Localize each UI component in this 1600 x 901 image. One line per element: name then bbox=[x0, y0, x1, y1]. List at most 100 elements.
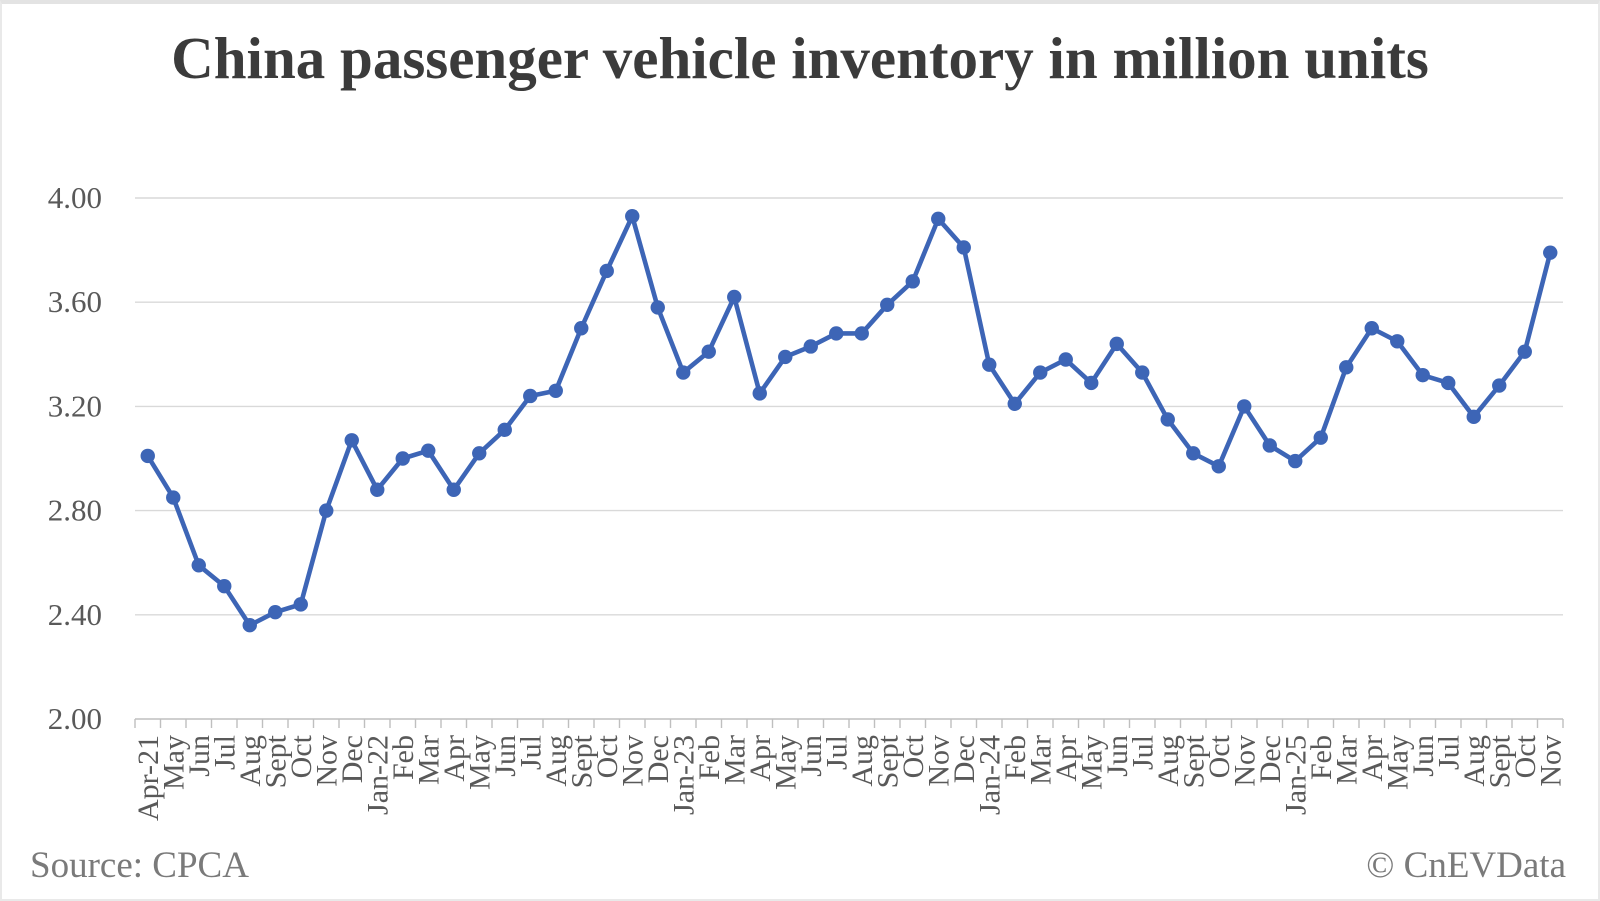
x-tick-label: Jul bbox=[1432, 735, 1465, 770]
y-tick-label: 2.00 bbox=[48, 701, 102, 736]
x-tick-label: Aug bbox=[540, 735, 573, 787]
x-tick-label: Apr bbox=[744, 735, 777, 782]
data-point bbox=[1364, 321, 1379, 336]
x-tick-label: Feb bbox=[1305, 735, 1338, 780]
x-tick-label: Dec bbox=[948, 735, 981, 783]
data-point bbox=[778, 349, 793, 365]
data-point bbox=[676, 365, 691, 380]
data-point bbox=[268, 604, 283, 620]
data-point bbox=[956, 240, 971, 255]
x-tick-label: Mar bbox=[1330, 735, 1363, 785]
data-point bbox=[1058, 352, 1073, 367]
x-tick-label: May bbox=[463, 735, 496, 790]
x-tick-label: Feb bbox=[999, 735, 1032, 780]
data-point bbox=[1033, 365, 1048, 380]
x-tick-label: Jan-24 bbox=[973, 735, 1006, 815]
data-point bbox=[421, 443, 436, 458]
x-tick-label: Sept bbox=[565, 734, 598, 788]
data-point bbox=[548, 383, 563, 398]
x-tick-label: Mar bbox=[1024, 735, 1057, 785]
data-point bbox=[1160, 412, 1175, 427]
y-tick-label: 3.60 bbox=[48, 284, 102, 319]
x-tick-label: May bbox=[1381, 735, 1414, 790]
data-point bbox=[650, 300, 665, 315]
x-tick-label: Aug bbox=[234, 735, 267, 787]
source-label: Source: CPCA bbox=[30, 845, 249, 886]
data-point bbox=[472, 446, 487, 461]
x-tick-label: Jun bbox=[795, 735, 828, 777]
x-tick-label: May bbox=[157, 735, 190, 790]
data-point bbox=[1262, 438, 1277, 453]
x-tick-label: May bbox=[1075, 735, 1108, 790]
data-point bbox=[1492, 378, 1507, 393]
data-point bbox=[217, 578, 232, 594]
x-tick-label: Mar bbox=[718, 735, 751, 785]
data-point bbox=[701, 344, 716, 359]
x-tick-label: Feb bbox=[693, 735, 726, 780]
data-point bbox=[803, 339, 818, 354]
data-point bbox=[344, 433, 359, 448]
x-tick-label: Jan-25 bbox=[1279, 735, 1312, 815]
data-point bbox=[931, 211, 946, 227]
data-point bbox=[1313, 430, 1328, 445]
x-tick-label: Dec bbox=[642, 735, 675, 783]
x-tick-label: Jul bbox=[514, 735, 547, 770]
x-tick-label: May bbox=[769, 735, 802, 790]
data-point bbox=[574, 321, 589, 336]
x-tick-label: Oct bbox=[1203, 734, 1236, 778]
x-tick-label: Jul bbox=[820, 735, 853, 770]
x-tick-label: Nov bbox=[310, 735, 343, 787]
x-tick-label: Oct bbox=[1509, 734, 1542, 778]
x-tick-label: Jun bbox=[183, 735, 216, 777]
data-point bbox=[1339, 360, 1354, 375]
x-tick-label: Nov bbox=[616, 735, 649, 787]
data-point bbox=[319, 503, 334, 518]
data-point bbox=[166, 490, 181, 505]
data-point bbox=[1186, 446, 1201, 461]
x-tick-label: Dec bbox=[336, 735, 369, 783]
data-point bbox=[829, 326, 844, 341]
data-point bbox=[395, 451, 410, 466]
data-point bbox=[599, 263, 614, 279]
data-point bbox=[1109, 336, 1124, 352]
data-point bbox=[752, 386, 767, 401]
data-point bbox=[1441, 375, 1456, 391]
x-tick-label: Dec bbox=[1254, 735, 1287, 783]
x-tick-label: Jan-22 bbox=[361, 735, 394, 815]
x-tick-label: Jul bbox=[1126, 735, 1159, 770]
x-tick-label: Aug bbox=[1152, 735, 1185, 787]
data-point bbox=[1007, 396, 1022, 411]
chart-title: China passenger vehicle inventory in mil… bbox=[171, 25, 1429, 91]
y-tick-label: 3.20 bbox=[48, 388, 102, 423]
x-tick-label: Feb bbox=[387, 735, 420, 780]
x-tick-label: Jan-23 bbox=[667, 735, 700, 815]
x-tick-label: Apr bbox=[438, 735, 471, 782]
x-tick-label: Nov bbox=[922, 735, 955, 787]
data-point bbox=[1517, 344, 1532, 359]
data-point bbox=[497, 422, 512, 438]
x-tick-label: Sept bbox=[1177, 734, 1210, 788]
data-point bbox=[905, 274, 920, 289]
data-point bbox=[880, 297, 895, 313]
x-tick-label: Jun bbox=[1101, 735, 1134, 777]
x-tick-label: Apr bbox=[1356, 735, 1389, 782]
x-tick-label: Jul bbox=[208, 735, 241, 770]
data-point bbox=[191, 558, 206, 573]
data-point bbox=[1211, 459, 1226, 474]
x-tick-label: Oct bbox=[285, 734, 318, 778]
data-point bbox=[982, 357, 997, 372]
x-tick-label: Jun bbox=[489, 735, 522, 777]
y-tick-label: 4.00 bbox=[48, 180, 102, 215]
data-point bbox=[1288, 453, 1303, 469]
data-point bbox=[242, 618, 257, 633]
data-point bbox=[1084, 375, 1099, 391]
data-point bbox=[1466, 409, 1481, 425]
x-tick-label: Aug bbox=[846, 735, 879, 787]
line-chart: 2.002.402.803.203.604.00Apr-21MayJunJulA… bbox=[48, 180, 1568, 821]
x-tick-label: Jun bbox=[1407, 735, 1440, 777]
data-point bbox=[1390, 334, 1405, 349]
data-point bbox=[446, 482, 461, 497]
data-point bbox=[523, 388, 538, 404]
credit-label: © CnEVData bbox=[1366, 845, 1566, 886]
